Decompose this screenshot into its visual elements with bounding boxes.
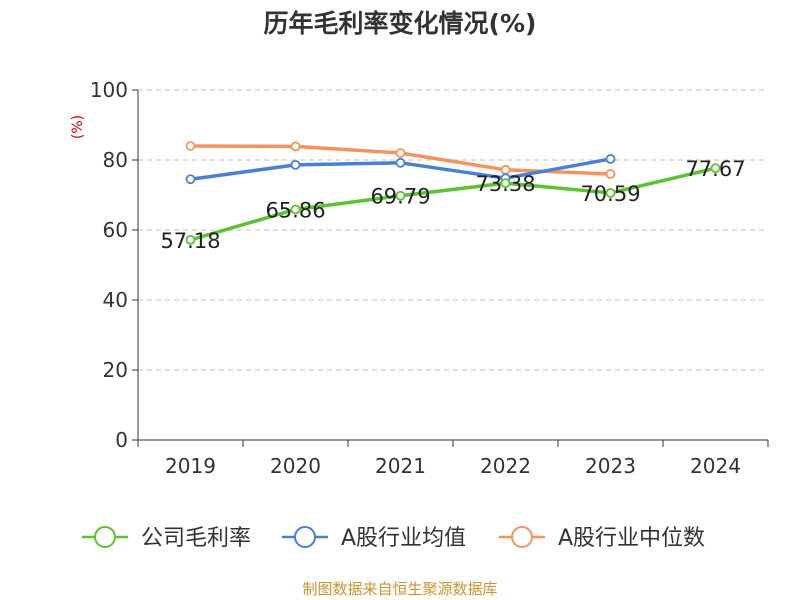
data-label: 77.67 xyxy=(685,157,745,181)
data-point[interactable] xyxy=(395,148,406,158)
data-point[interactable] xyxy=(395,190,406,201)
legend-swatch-marker xyxy=(294,526,316,548)
x-tick-label: 2023 xyxy=(585,454,636,478)
legend-item[interactable]: 公司毛利率 xyxy=(82,526,251,551)
y-tick-label: 20 xyxy=(103,358,128,382)
y-tick-label: 60 xyxy=(103,218,128,242)
data-point[interactable] xyxy=(500,178,511,189)
legend-item[interactable]: A股行业均值 xyxy=(282,526,466,551)
x-tick-label: 2022 xyxy=(480,454,531,478)
y-tick-label: 100 xyxy=(90,78,128,102)
x-tick-label: 2019 xyxy=(165,454,216,478)
data-label: 65.86 xyxy=(265,198,325,222)
data-point[interactable] xyxy=(710,163,721,174)
legend-label: 公司毛利率 xyxy=(141,526,251,551)
x-tick-label: 2020 xyxy=(270,454,321,478)
data-label: 69.79 xyxy=(370,185,430,209)
data-point[interactable] xyxy=(290,141,301,152)
data-label: 73.38 xyxy=(475,172,535,196)
data-point[interactable] xyxy=(185,174,196,185)
y-tick-label: 40 xyxy=(103,288,128,312)
data-point[interactable] xyxy=(605,154,616,164)
data-point[interactable] xyxy=(185,234,196,245)
series-lines xyxy=(185,141,721,245)
data-point[interactable] xyxy=(290,204,301,215)
y-tick-label: 80 xyxy=(103,148,128,172)
data-label: 70.59 xyxy=(580,182,640,206)
legend-label: A股行业均值 xyxy=(341,526,466,551)
legend-label: A股行业中位数 xyxy=(558,526,705,551)
data-point[interactable] xyxy=(605,169,616,179)
series-line xyxy=(190,166,716,242)
data-point[interactable] xyxy=(185,141,196,151)
data-point[interactable] xyxy=(290,159,301,170)
data-point[interactable] xyxy=(395,157,406,168)
data-labels: 57.18 65.86 69.79 73.38 70.59 77.67 xyxy=(160,157,745,253)
grid-lines xyxy=(138,89,768,371)
axes: 0 20 40 60 80 100 2019 2020 2021 2022 2023 2024 xyxy=(90,78,769,478)
x-tick-label: 2021 xyxy=(375,454,426,478)
legend-item[interactable]: A股行业中位数 xyxy=(499,526,705,551)
source-note: 制图数据来自恒生聚源数据库 xyxy=(302,580,498,598)
x-tick-label: 2024 xyxy=(690,454,741,478)
legend[interactable]: 公司毛利率 A股行业均值 A股行业中位数 xyxy=(82,526,705,551)
data-label: 57.18 xyxy=(160,229,220,253)
legend-swatch-marker xyxy=(511,526,533,548)
y-axis-label: (%) xyxy=(70,115,86,139)
y-tick-label: 0 xyxy=(115,428,128,452)
chart-title: 历年毛利率变化情况(%) xyxy=(263,9,537,38)
data-point[interactable] xyxy=(605,188,616,198)
legend-swatch-marker xyxy=(94,526,116,548)
